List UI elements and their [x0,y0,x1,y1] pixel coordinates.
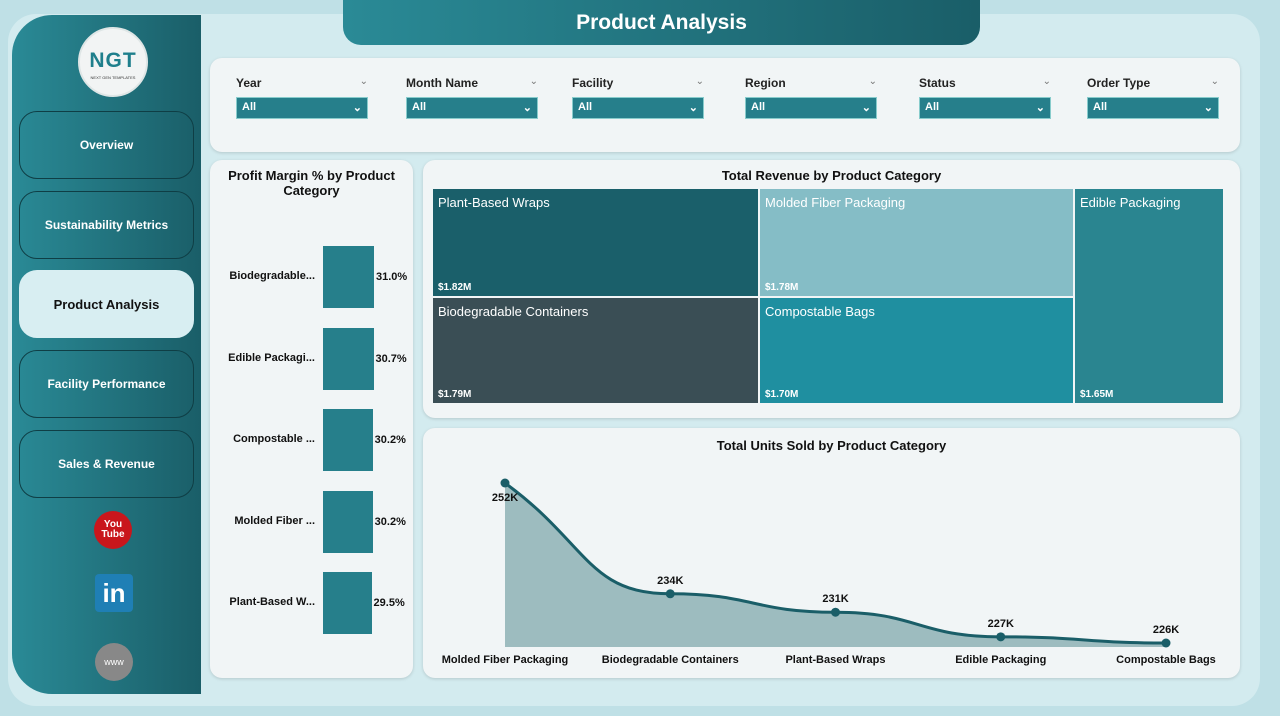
chevron-down-icon[interactable]: ⌄ [868,76,877,87]
bar[interactable] [323,490,373,553]
filter-region: Region ⌄ All ⌄ [745,76,877,119]
data-label: 252K [492,492,518,504]
x-tick-label: Plant-Based Wraps [785,654,885,666]
filter-year: Year ⌄ All ⌄ [236,76,368,119]
chart-title: Total Units Sold by Product Category [716,438,947,453]
chart-title: Profit Margin % by Product Category [228,168,395,198]
filter-month-name: Month Name ⌄ All ⌄ [406,76,538,119]
filter-status: Status ⌄ All ⌄ [919,76,1051,119]
area-fill [505,483,1166,647]
treemap-cell[interactable]: Compostable Bags $1.70M [760,298,1073,403]
data-label: 227K [988,618,1014,630]
sidebar: NGT NEXT GEN TEMPLATES [12,15,201,694]
data-point[interactable] [500,478,510,488]
chevron-down-icon[interactable]: ⌄ [1210,76,1219,87]
x-tick-label: Biodegradable Containers [602,654,739,666]
bar[interactable] [323,572,372,634]
x-tick-label: Compostable Bags [1116,654,1216,666]
data-point[interactable] [996,632,1006,642]
filter-dropdown[interactable]: All ⌄ [406,97,538,119]
chevron-down-icon: ⌄ [861,102,871,114]
filter-dropdown[interactable]: All ⌄ [236,97,368,119]
youtube-icon[interactable]: You Tube [94,511,132,549]
units-sold-chart: Total Units Sold by Product Category 252… [423,428,1240,678]
bar[interactable] [323,409,373,471]
chevron-down-icon: ⌄ [352,102,362,114]
nav-product-analysis[interactable]: Product Analysis [19,270,194,338]
bar-row: Plant-Based W... 29.5% [210,572,413,634]
filter-facility: Facility ⌄ All ⌄ [572,76,704,119]
treemap-cell[interactable]: Biodegradable Containers $1.79M [433,298,758,403]
nav-sales-revenue[interactable]: Sales & Revenue [19,430,194,498]
chart-title: Total Revenue by Product Category [721,168,942,183]
chevron-down-icon: ⌄ [522,102,532,114]
data-label: 226K [1153,624,1179,636]
treemap-cell[interactable]: Edible Packaging $1.65M [1075,189,1223,403]
filter-order-type: Order Type ⌄ All ⌄ [1087,76,1219,119]
nav-sustainability-metrics[interactable]: Sustainability Metrics [19,191,194,259]
area-chart-svg: 252K Molded Fiber Packaging 234K Biodegrada… [442,478,1216,666]
nav-overview[interactable]: Overview [19,111,194,179]
data-label: 231K [822,593,848,605]
nav-facility-performance[interactable]: Facility Performance [19,350,194,418]
bar[interactable] [323,246,374,308]
chevron-down-icon[interactable]: ⌄ [1042,76,1051,87]
filter-panel: Year ⌄ All ⌄ Month Name ⌄ All ⌄ Facility ⌄ All ⌄ Reg… [210,58,1240,152]
filter-dropdown[interactable]: All ⌄ [572,97,704,119]
bar-row: Edible Packagi... 30.7% [210,327,413,390]
chevron-down-icon: ⌄ [1035,102,1045,114]
x-tick-label: Molded Fiber Packaging [442,654,569,666]
chevron-down-icon: ⌄ [688,102,698,114]
bar-row: Compostable ... 30.2% [210,409,413,471]
bar[interactable] [323,327,374,390]
x-tick-label: Edible Packaging [955,654,1046,666]
bar-row: Biodegradable... 31.0% [210,246,413,308]
data-label: 234K [657,575,683,587]
treemap-cell[interactable]: Molded Fiber Packaging $1.78M [760,189,1073,296]
chevron-down-icon[interactable]: ⌄ [359,76,368,87]
profit-margin-chart: Profit Margin % by Product Category Biod… [210,160,413,678]
data-point[interactable] [1161,638,1171,648]
data-point[interactable] [665,589,675,599]
filter-dropdown[interactable]: All ⌄ [1087,97,1219,119]
linkedin-icon[interactable]: in [95,574,133,612]
chevron-down-icon: ⌄ [1203,102,1213,114]
bar-row: Molded Fiber ... 30.2% [210,490,413,553]
page-title: Product Analysis [343,0,980,45]
filter-dropdown[interactable]: All ⌄ [745,97,877,119]
treemap-cell[interactable]: Plant-Based Wraps $1.82M [433,189,758,296]
logo: NGT NEXT GEN TEMPLATES [78,27,148,97]
filter-dropdown[interactable]: All ⌄ [919,97,1051,119]
chevron-down-icon[interactable]: ⌄ [695,76,704,87]
revenue-treemap: Total Revenue by Product Category Plant-… [423,160,1240,418]
data-point[interactable] [831,607,840,617]
globe-www-icon[interactable]: www [95,643,133,681]
chevron-down-icon[interactable]: ⌄ [529,76,538,87]
